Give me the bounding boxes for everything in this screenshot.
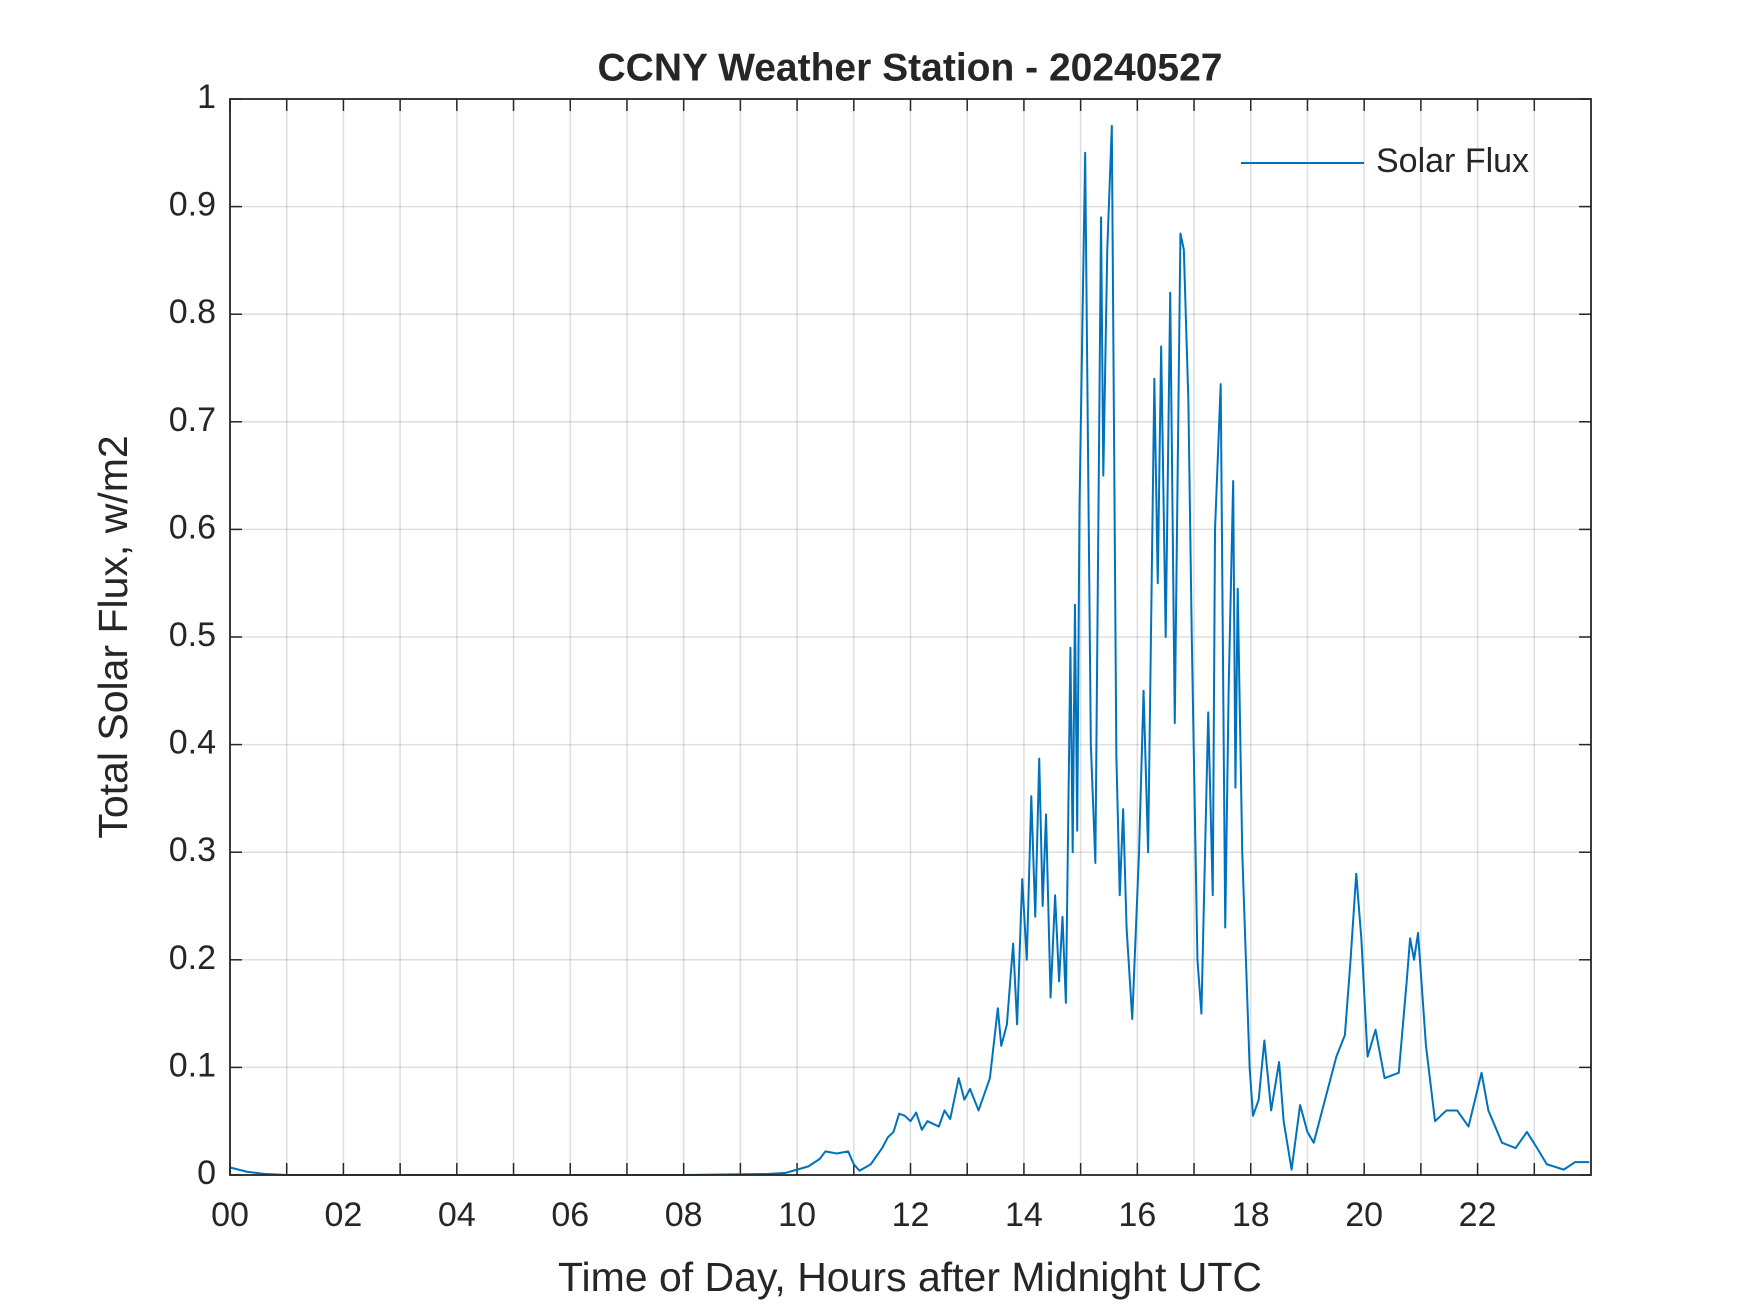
x-tick-label: 04 xyxy=(438,1196,476,1234)
y-tick-label: 0.1 xyxy=(169,1046,216,1084)
y-tick-label: 0.5 xyxy=(169,616,216,654)
y-tick-label: 0 xyxy=(197,1154,216,1192)
x-tick-label: 20 xyxy=(1345,1196,1383,1234)
y-tick-label: 0.4 xyxy=(169,724,216,762)
x-tick-label: 08 xyxy=(665,1196,703,1234)
y-tick-label: 1 xyxy=(197,78,216,116)
y-tick-label: 0.8 xyxy=(169,293,216,331)
x-tick-label: 12 xyxy=(892,1196,930,1234)
x-tick-label: 06 xyxy=(551,1196,589,1234)
y-tick-label: 0.2 xyxy=(169,939,216,977)
x-tick-label: 18 xyxy=(1232,1196,1270,1234)
y-tick-label: 0.9 xyxy=(169,186,216,224)
y-axis-label: Total Solar Flux, w/m2 xyxy=(90,435,136,838)
x-tick-label: 00 xyxy=(211,1196,249,1234)
x-tick-label: 16 xyxy=(1118,1196,1156,1234)
x-tick-label: 22 xyxy=(1459,1196,1497,1234)
plot-frame xyxy=(229,98,1592,1176)
y-tick-label: 0.6 xyxy=(169,508,216,546)
data-line xyxy=(229,124,1590,1176)
chart-title: CCNY Weather Station - 20240527 xyxy=(598,46,1223,89)
x-tick-label: 10 xyxy=(778,1196,816,1234)
x-tick-label: 02 xyxy=(325,1196,363,1234)
x-axis-label: Time of Day, Hours after Midnight UTC xyxy=(558,1254,1262,1300)
legend-label: Solar Flux xyxy=(1376,142,1529,180)
x-tick-label: 14 xyxy=(1005,1196,1043,1234)
y-tick-label: 0.3 xyxy=(169,831,216,869)
y-tick-label: 0.7 xyxy=(169,401,216,439)
